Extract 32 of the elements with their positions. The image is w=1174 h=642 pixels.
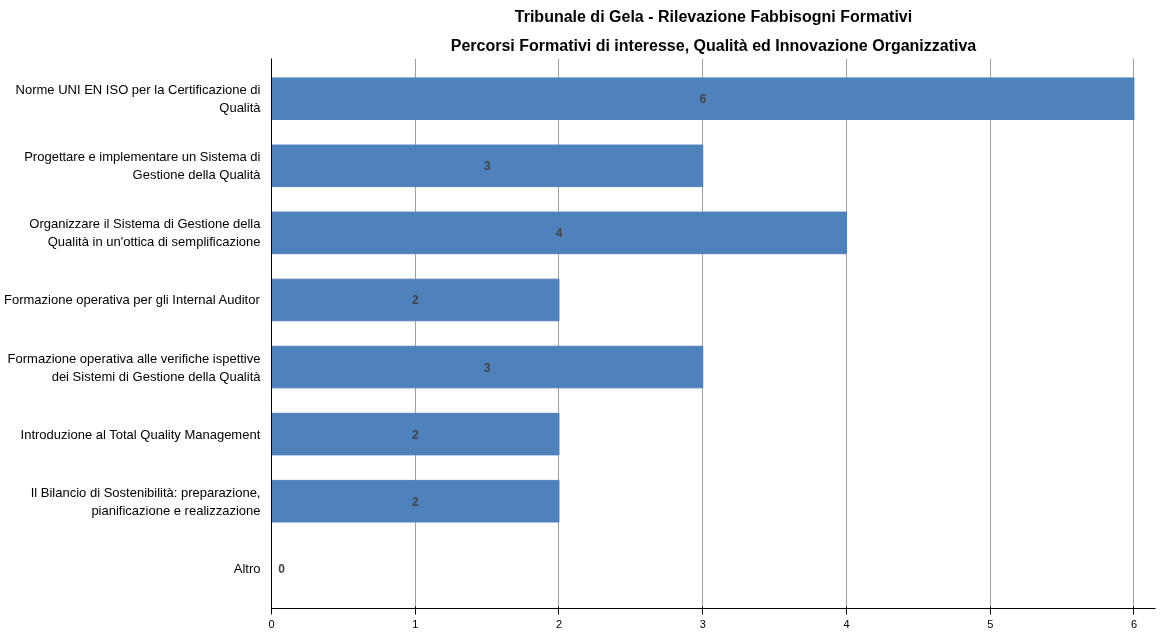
y-tick-label: Norme UNI EN ISO per la Certificazione di Qualità xyxy=(15,82,262,116)
data-label: 2 xyxy=(411,494,419,509)
data-label: 3 xyxy=(483,159,491,174)
bar xyxy=(271,412,560,456)
y-tick-label: Il Bilancio di Sostenibilità: preparazione, pianificazione e realizzazione xyxy=(30,484,261,518)
data-label: 2 xyxy=(411,427,419,442)
y-tick-label: Organizzare il Sistema di Gestione della Qualità in un'ottica di semplificazione xyxy=(29,216,262,250)
chart-subtitle: Percorsi Formativi di interesse, Qualità ed Innovazione Organizzativa xyxy=(450,36,977,54)
bar xyxy=(271,77,1135,121)
x-tick-label: 1 xyxy=(412,617,419,630)
x-tick-label: 0 xyxy=(268,617,275,630)
y-tick-label: Progettare e implementare un Sistema di Gestione della Qualità xyxy=(24,149,262,183)
bar xyxy=(271,479,560,523)
data-label: 0 xyxy=(278,561,286,576)
data-label: 2 xyxy=(411,293,419,308)
x-tick-label: 2 xyxy=(555,617,563,630)
bar xyxy=(271,278,560,322)
y-tick-label: Altro xyxy=(233,560,261,576)
bar xyxy=(271,345,704,389)
chart-title: Tribunale di Gela - Rilevazione Fabbisogni Formativi xyxy=(514,7,913,25)
x-tick-label: 4 xyxy=(843,617,850,630)
bar xyxy=(271,144,704,188)
y-tick-label: Formazione operativa alle verifiche ispettive dei Sistemi di Gestione della Qualità xyxy=(7,350,262,384)
y-tick-label: Formazione operativa per gli Internal Auditor xyxy=(3,292,261,308)
x-tick-label: 3 xyxy=(699,617,706,630)
data-label: 6 xyxy=(699,92,707,107)
data-label: 4 xyxy=(555,226,563,241)
x-tick-label: 6 xyxy=(1130,617,1138,630)
x-tick-label: 5 xyxy=(987,617,994,630)
data-label: 3 xyxy=(483,360,491,375)
y-tick-label: Introduzione al Total Quality Management xyxy=(20,426,261,442)
bar xyxy=(271,211,847,255)
